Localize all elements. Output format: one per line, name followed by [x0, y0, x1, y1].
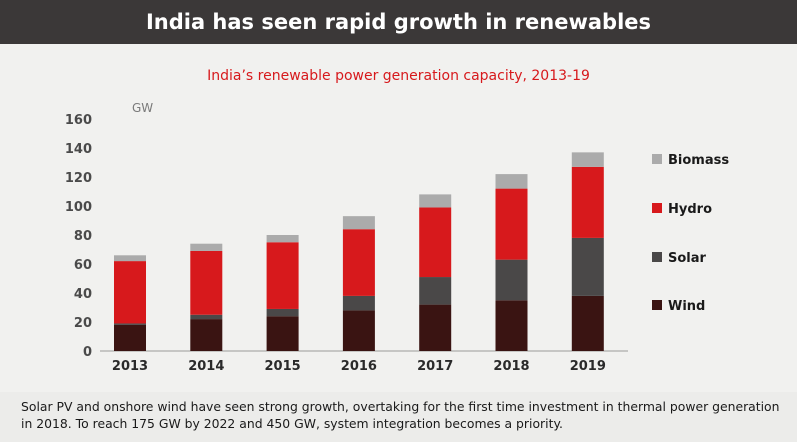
bar-segment-hydro-2017	[419, 207, 452, 278]
x-tick-label: 2016	[341, 359, 377, 374]
y-tick-label: 140	[65, 142, 92, 157]
x-tick-label: 2013	[112, 359, 148, 374]
bar-segment-hydro-2019	[571, 166, 604, 238]
bar-segment-biomass-2017	[419, 194, 452, 208]
bar-segment-biomass-2018	[495, 174, 528, 189]
y-axis-unit-label: GW	[132, 101, 153, 115]
bar-segment-biomass-2019	[571, 152, 604, 167]
bar-segment-solar-2013	[114, 323, 146, 325]
page-title: India has seen rapid growth in renewable…	[145, 10, 652, 34]
bar-segment-solar-2016	[342, 295, 375, 311]
bar-segment-solar-2014	[190, 314, 223, 320]
chart-title: India’s renewable power generation capac…	[207, 68, 590, 84]
bar-segment-hydro-2016	[342, 229, 375, 296]
bar-segment-biomass-2014	[190, 243, 223, 251]
bar-segment-wind-2016	[342, 310, 375, 351]
legend-label-solar: Solar	[668, 251, 707, 266]
legend-swatch-hydro	[652, 203, 662, 213]
bar-segment-wind-2017	[419, 304, 452, 351]
page-banner: India has seen rapid growth in renewable…	[0, 0, 797, 44]
y-tick-label: 0	[83, 345, 92, 360]
bar-segment-wind-2014	[190, 319, 223, 351]
x-tick-label: 2014	[188, 359, 224, 374]
x-tick-label: 2015	[265, 359, 301, 374]
bar-segment-solar-2019	[571, 237, 604, 296]
x-tick-label: 2018	[493, 359, 529, 374]
bar-segment-solar-2018	[495, 259, 528, 301]
y-tick-label: 20	[74, 316, 92, 331]
legend-label-wind: Wind	[668, 299, 705, 314]
x-tick-label: 2019	[570, 359, 606, 374]
footer-note: Solar PV and onshore wind have seen stro…	[0, 392, 797, 442]
y-tick-label: 100	[65, 200, 92, 215]
y-tick-label: 160	[65, 113, 92, 128]
y-tick-label: 40	[74, 287, 92, 302]
x-tick-label: 2017	[417, 359, 453, 374]
legend-swatch-biomass	[652, 154, 662, 164]
bar-segment-biomass-2015	[266, 235, 299, 243]
bar-segment-hydro-2013	[114, 261, 146, 324]
footer-text: Solar PV and onshore wind have seen stro…	[21, 399, 780, 431]
legend-swatch-wind	[652, 300, 662, 310]
bar-segment-hydro-2014	[190, 250, 223, 315]
bar-segment-wind-2013	[114, 324, 146, 351]
bar-segment-biomass-2013	[114, 255, 146, 262]
legend-swatch-solar	[652, 252, 662, 262]
y-tick-label: 120	[65, 171, 92, 186]
bar-segment-wind-2019	[571, 295, 604, 351]
legend-label-hydro: Hydro	[668, 202, 712, 217]
bar-segment-hydro-2018	[495, 188, 528, 260]
bar-segment-solar-2015	[266, 308, 299, 317]
bar-segment-wind-2018	[495, 300, 528, 351]
bar-segment-biomass-2016	[342, 216, 375, 230]
bar-segment-wind-2015	[266, 316, 299, 351]
stacked-bar-chart: GW 0 20 40 60 80 100 120 140 160 2013 2014 2015 2016 2…	[65, 101, 729, 374]
y-tick-label: 60	[74, 258, 92, 273]
y-tick-label: 80	[74, 229, 92, 244]
legend-label-biomass: Biomass	[668, 153, 729, 168]
bar-segment-hydro-2015	[266, 242, 299, 309]
bar-segment-solar-2017	[419, 277, 452, 305]
